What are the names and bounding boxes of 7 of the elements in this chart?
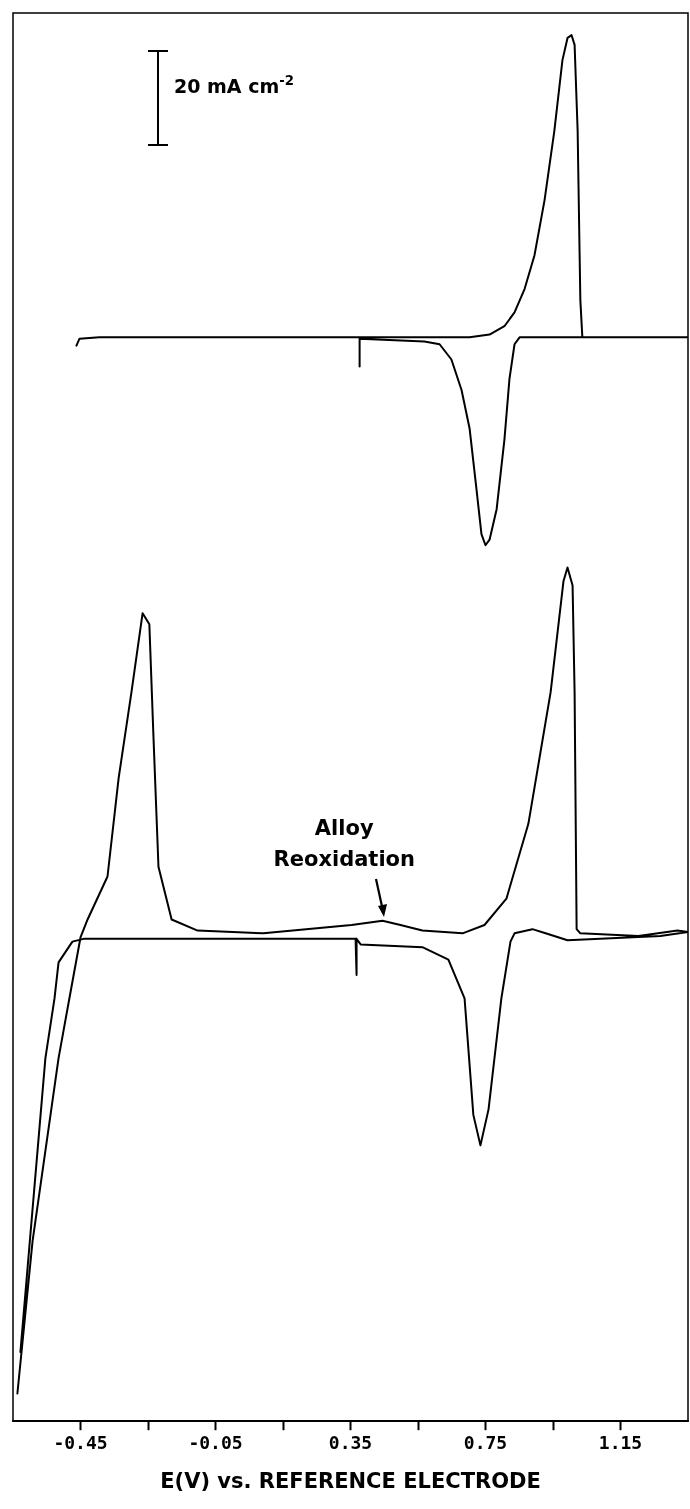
x-tick-label: -0.05 <box>188 1431 243 1453</box>
x-tick-label: -0.45 <box>53 1431 108 1453</box>
x-axis-title: E(V) vs. REFERENCE ELECTRODE <box>160 1468 541 1493</box>
annotation: Alloy Reoxidation <box>273 815 415 871</box>
x-tick-label: 0.75 <box>463 1431 508 1453</box>
x-tick-label: 0.35 <box>328 1431 373 1453</box>
x-tick-label: 1.15 <box>598 1431 643 1453</box>
